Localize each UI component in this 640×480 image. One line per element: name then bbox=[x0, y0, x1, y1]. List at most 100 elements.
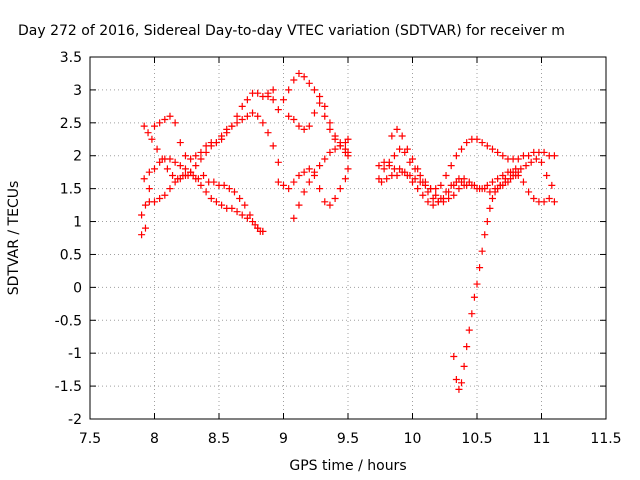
data-point bbox=[514, 168, 522, 176]
data-point bbox=[388, 132, 396, 140]
data-point bbox=[403, 145, 411, 153]
y-axis-label: SDTVAR / TECUs bbox=[6, 181, 22, 296]
data-point bbox=[316, 162, 324, 170]
y-tick-label: 0.5 bbox=[60, 247, 82, 263]
data-point bbox=[197, 155, 205, 163]
x-axis-label: GPS time / hours bbox=[289, 458, 406, 474]
y-tick-label: 2.5 bbox=[60, 116, 82, 132]
x-tick-label: 9 bbox=[279, 431, 288, 447]
data-point bbox=[210, 178, 218, 186]
data-point bbox=[450, 191, 458, 199]
data-point bbox=[141, 224, 149, 232]
data-point bbox=[481, 185, 489, 193]
data-point bbox=[156, 119, 164, 127]
data-point bbox=[238, 102, 246, 110]
data-point bbox=[171, 178, 179, 186]
data-point bbox=[264, 89, 272, 97]
data-point bbox=[383, 175, 391, 183]
x-tick-label: 10.5 bbox=[461, 431, 492, 447]
data-point bbox=[424, 188, 432, 196]
data-point bbox=[207, 195, 215, 203]
data-point bbox=[468, 310, 476, 318]
data-point bbox=[241, 201, 249, 209]
data-point bbox=[274, 178, 282, 186]
data-point bbox=[463, 343, 471, 351]
data-point bbox=[153, 145, 161, 153]
data-point bbox=[476, 264, 484, 272]
data-point bbox=[488, 145, 496, 153]
data-point bbox=[141, 201, 149, 209]
data-point bbox=[290, 214, 298, 222]
data-point bbox=[550, 198, 558, 206]
data-point bbox=[192, 152, 200, 160]
data-point bbox=[445, 195, 453, 203]
y-tick-label: -2 bbox=[68, 412, 82, 428]
data-point bbox=[145, 185, 153, 193]
data-point bbox=[212, 139, 220, 147]
data-point bbox=[429, 195, 437, 203]
data-point bbox=[519, 178, 527, 186]
data-point bbox=[540, 198, 548, 206]
data-point bbox=[341, 175, 349, 183]
data-point bbox=[522, 162, 530, 170]
data-point bbox=[290, 178, 298, 186]
data-point bbox=[419, 191, 427, 199]
data-point bbox=[218, 135, 226, 143]
x-tick-label: 8.5 bbox=[208, 431, 230, 447]
data-point bbox=[181, 171, 189, 179]
data-point bbox=[166, 185, 174, 193]
data-point bbox=[545, 195, 553, 203]
data-point bbox=[300, 125, 308, 133]
data-point bbox=[398, 168, 406, 176]
data-point bbox=[274, 158, 282, 166]
data-point bbox=[238, 211, 246, 219]
data-point bbox=[473, 135, 481, 143]
chart-title: Day 272 of 2016, Sidereal Day-to-day VTE… bbox=[18, 23, 565, 39]
data-point bbox=[194, 175, 202, 183]
data-point bbox=[409, 155, 416, 163]
data-point bbox=[166, 155, 174, 163]
data-point bbox=[305, 178, 313, 186]
y-tick-label: 3.5 bbox=[60, 50, 82, 66]
data-point bbox=[390, 152, 398, 160]
data-point bbox=[310, 86, 318, 94]
data-point bbox=[316, 99, 324, 107]
data-point bbox=[470, 181, 478, 189]
series-6 bbox=[285, 92, 352, 147]
data-point bbox=[321, 198, 329, 206]
data-point bbox=[259, 119, 267, 127]
x-tick-label: 8 bbox=[150, 431, 159, 447]
data-point bbox=[233, 119, 241, 127]
series-1 bbox=[140, 122, 267, 235]
data-point bbox=[274, 106, 282, 114]
data-point bbox=[176, 175, 184, 183]
data-point bbox=[326, 125, 334, 133]
data-point bbox=[419, 178, 427, 186]
data-point bbox=[148, 135, 156, 143]
data-point bbox=[295, 171, 303, 179]
data-point bbox=[393, 171, 401, 179]
series-12 bbox=[450, 168, 522, 393]
data-point bbox=[336, 142, 344, 150]
data-point bbox=[442, 171, 450, 179]
data-point bbox=[460, 175, 468, 183]
y-tick-label: 3 bbox=[73, 83, 82, 99]
data-point bbox=[176, 162, 184, 170]
data-point bbox=[166, 112, 174, 120]
data-point bbox=[158, 155, 166, 163]
data-point bbox=[151, 165, 158, 173]
data-point bbox=[285, 185, 293, 193]
data-point bbox=[156, 195, 164, 203]
data-point bbox=[460, 181, 468, 189]
data-point bbox=[403, 171, 411, 179]
data-point bbox=[321, 102, 329, 110]
data-point bbox=[455, 385, 463, 393]
x-tick-label: 11.5 bbox=[590, 431, 621, 447]
data-point bbox=[409, 178, 416, 186]
tick-labels: 7.5 8 8.5 9 9.5 10 10.5 11 11.5-2-1.5-1-0.500.51… bbox=[55, 50, 622, 447]
data-point bbox=[548, 181, 556, 189]
data-point bbox=[151, 122, 158, 130]
data-point bbox=[540, 148, 548, 156]
data-point bbox=[300, 168, 308, 176]
data-point bbox=[280, 181, 287, 189]
